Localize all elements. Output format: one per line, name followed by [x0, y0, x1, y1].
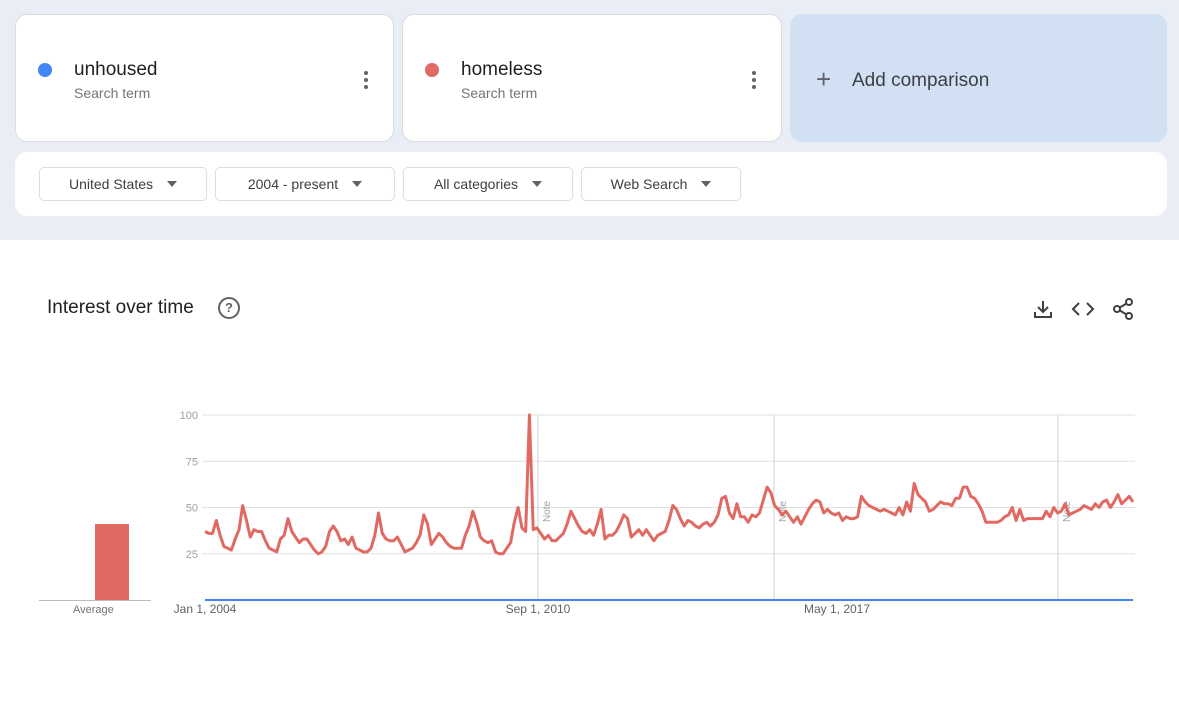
share-icon[interactable] — [1111, 297, 1135, 321]
caret-down-icon — [532, 181, 543, 187]
average-axis — [39, 600, 151, 601]
search-term-card-unhoused[interactable]: unhoused Search term — [15, 14, 394, 142]
download-icon[interactable] — [1031, 297, 1055, 321]
series-line-homeless — [204, 413, 1135, 556]
caret-down-icon — [701, 181, 712, 187]
help-icon[interactable]: ? — [218, 297, 240, 319]
plus-icon: + — [816, 64, 832, 94]
search-property-dropdown[interactable]: Web Search — [581, 167, 741, 201]
time-range-dropdown[interactable]: 2004 - present — [215, 167, 395, 201]
y-tick-label: 25 — [186, 549, 198, 561]
search-property-value: Web Search — [610, 176, 688, 192]
category-value: All categories — [433, 176, 519, 192]
average-bar-homeless — [95, 524, 129, 600]
x-tick-label: May 1, 2017 — [804, 602, 870, 616]
caret-down-icon — [167, 181, 178, 187]
more-vert-icon[interactable] — [751, 71, 757, 91]
y-tick-label: 100 — [180, 410, 198, 422]
y-tick-label: 75 — [186, 456, 198, 468]
search-term-type: Search term — [74, 85, 151, 101]
caret-down-icon — [352, 181, 363, 187]
x-tick-label: Sep 1, 2010 — [506, 602, 571, 616]
series-color-dot — [38, 63, 52, 77]
embed-code-icon[interactable] — [1071, 297, 1095, 321]
search-term-name[interactable]: unhoused — [74, 59, 158, 80]
series-color-dot — [425, 63, 439, 77]
add-comparison-label: Add comparison — [852, 70, 990, 91]
more-vert-icon[interactable] — [363, 71, 369, 91]
search-term-card-homeless[interactable]: homeless Search term — [402, 14, 782, 142]
y-tick-label: 50 — [186, 503, 198, 515]
filter-bar: United States 2004 - present All categor… — [15, 152, 1167, 216]
note-label: Note — [542, 500, 553, 522]
region-value: United States — [68, 176, 154, 192]
section-title: Interest over time — [47, 297, 194, 318]
interest-over-time-card: Interest over time ? Average — [15, 265, 1167, 689]
category-dropdown[interactable]: All categories — [403, 167, 573, 201]
search-term-type: Search term — [461, 85, 538, 101]
region-dropdown[interactable]: United States — [39, 167, 207, 201]
search-term-name[interactable]: homeless — [461, 59, 543, 80]
time-range-value: 2004 - present — [247, 176, 339, 192]
x-tick-label: Jan 1, 2004 — [174, 602, 237, 616]
note-label: Note — [778, 500, 789, 522]
average-label: Average — [73, 604, 114, 616]
add-comparison-button[interactable]: + Add comparison — [790, 14, 1167, 142]
